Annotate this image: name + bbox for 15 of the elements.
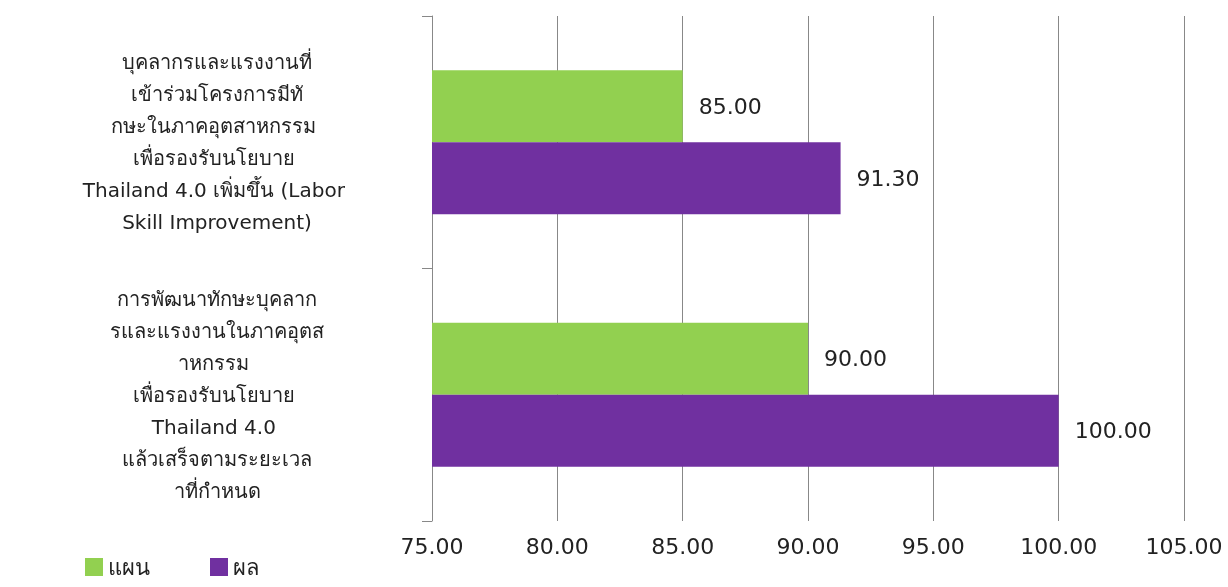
data-label: 85.00 [698,93,762,119]
y-tick-label: บุคลากรและแรงงานที่เข้าร่วมโครงการมีทักษะในภาคอุตสาหกรรม เพื่อรองรับนโยบาย Thailand 4.0 เพิ่มขึ้น (Labor Skill Improvement) [81,48,352,235]
legend-label: ผล [233,554,259,580]
x-tick-label: 80.00 [525,533,589,559]
x-tick-label: 105.00 [1145,533,1223,559]
data-label: 100.00 [1074,418,1152,444]
x-tick-label: 85.00 [651,533,715,559]
data-label: 90.00 [824,346,887,372]
data-label: 91.30 [856,165,920,191]
x-tick-label: 90.00 [776,533,840,559]
y-tick-label: การพัฒนาทักษะบุคลากรและแรงงานในภาคอุตสาหกรรม เพื่อรองรับนโยบาย Thailand 4.0 แล้วเสร็จตามระยะเวลาที่กำหนด [110,286,324,503]
legend-label: แผน [108,554,150,580]
x-tick-label: 100.00 [1020,533,1098,559]
x-tick-label: 75.00 [400,533,464,559]
x-tick-label: 95.00 [901,533,965,559]
